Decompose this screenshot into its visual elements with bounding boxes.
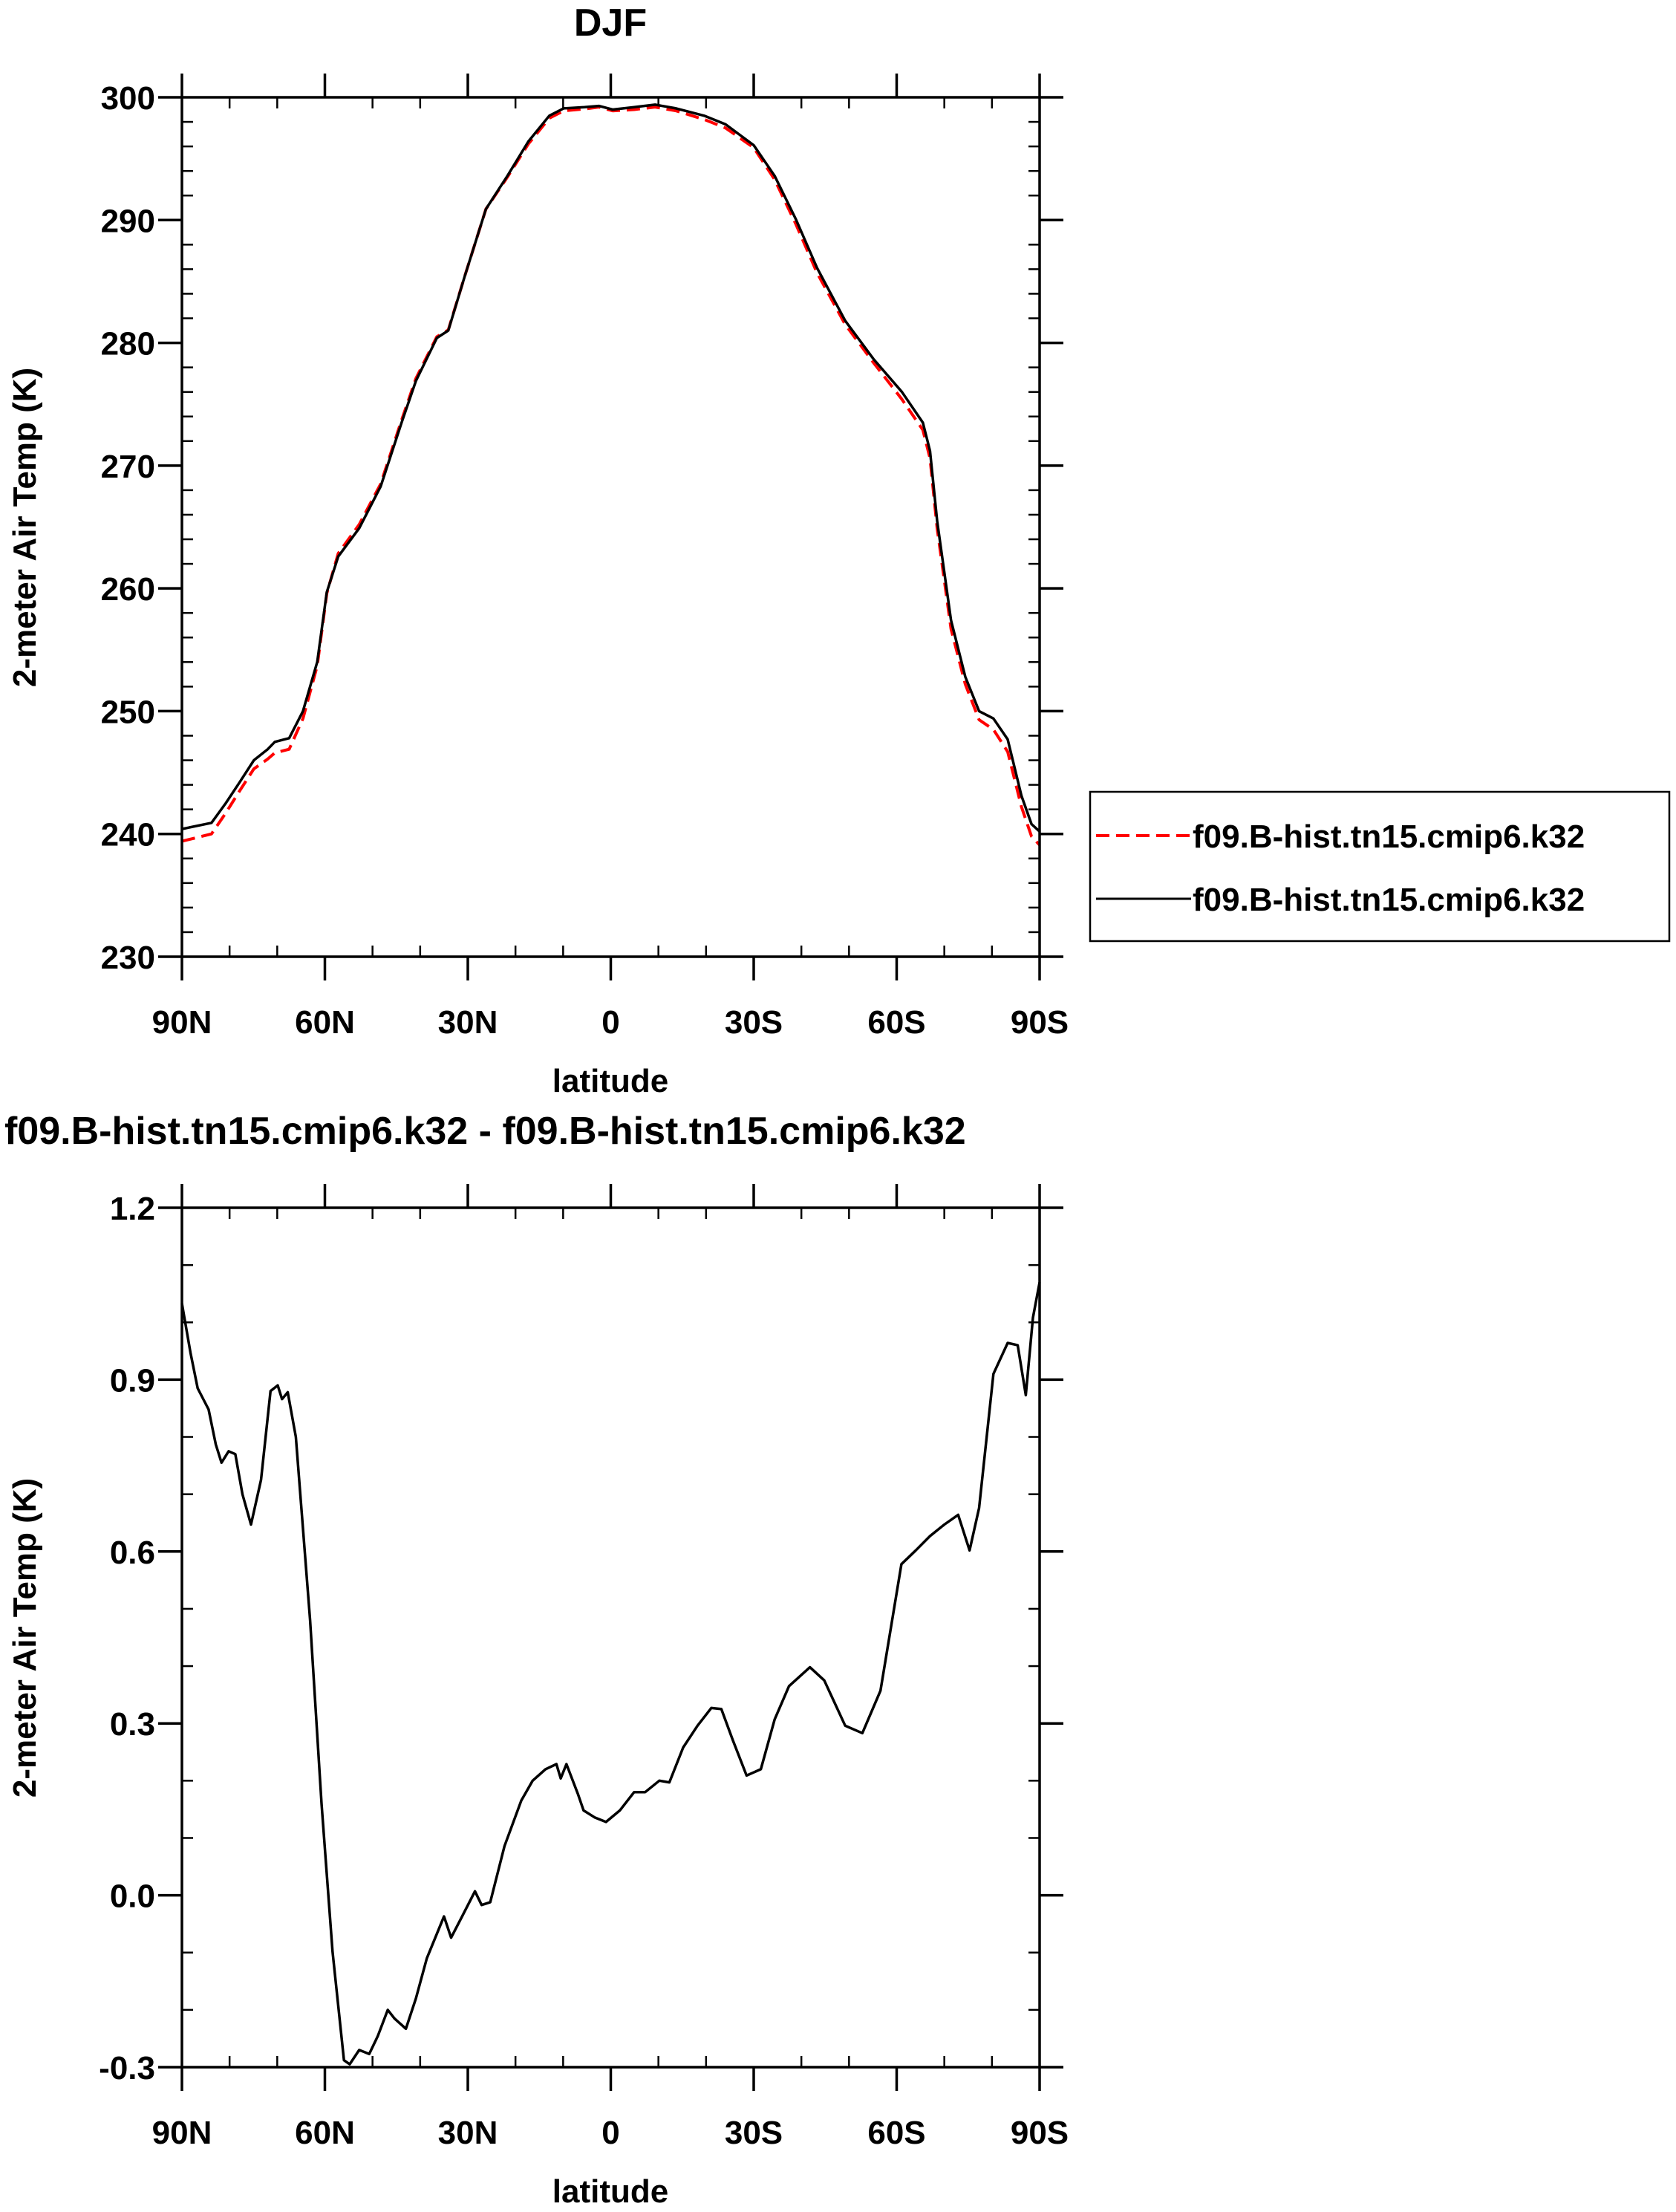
legend-label-series-2: f09.B-hist.tn15.cmip6.k32	[1193, 882, 1585, 918]
y-tick-label: 230	[101, 940, 155, 976]
top-plot-x-axis-title: latitude	[552, 1063, 668, 1099]
x-tick-label: 60N	[295, 2115, 355, 2151]
bottom-plot: f09.B-hist.tn15.cmip6.k32 - f09.B-hist.t…	[4, 1110, 1069, 2210]
y-tick-label: 0.6	[110, 1535, 155, 1571]
series-line-red-dashed	[181, 105, 1041, 846]
series-line-black-solid	[180, 1281, 1041, 2066]
x-tick-label: 30N	[438, 1004, 498, 1041]
y-tick-label: 0.9	[110, 1362, 155, 1399]
plot-frame	[180, 1206, 1041, 2069]
y-tick-label: 290	[101, 203, 155, 239]
y-tick-label: -0.3	[99, 2050, 155, 2086]
y-tick-label: 270	[101, 449, 155, 485]
x-tick-label: 30S	[725, 2115, 783, 2151]
x-tick-label: 30N	[438, 2115, 498, 2151]
y-tick-label: 250	[101, 694, 155, 730]
y-tick-label: 260	[101, 571, 155, 608]
y-tick-label: 1.2	[110, 1191, 155, 1227]
x-tick-label: 60N	[295, 1004, 355, 1041]
y-tick-label: 300	[101, 80, 155, 117]
x-tick-label: 60S	[867, 1004, 925, 1041]
bottom-plot-title: f09.B-hist.tn15.cmip6.k32 - f09.B-hist.t…	[4, 1110, 966, 1153]
y-tick-label: 240	[101, 817, 155, 853]
bottom-plot-y-axis-title: 2-meter Air Temp (K)	[7, 1478, 43, 1798]
top-plot-title: DJF	[574, 1, 647, 45]
plot-frame	[180, 96, 1041, 958]
top-plot: DJF 2-meter Air Temp (K) latitude f09.B-…	[7, 1, 1671, 1099]
y-tick-label: 0.3	[110, 1706, 155, 1743]
bottom-plot-x-axis-title: latitude	[552, 2173, 668, 2210]
x-tick-label: 30S	[725, 1004, 783, 1041]
legend-box	[1089, 790, 1671, 943]
x-tick-label: 0	[601, 2115, 619, 2151]
legend: f09.B-hist.tn15.cmip6.k32 f09.B-hist.tn1…	[1089, 790, 1671, 943]
x-tick-label: 90N	[152, 1004, 212, 1041]
x-tick-label: 90S	[1011, 2115, 1069, 2151]
x-tick-label: 0	[601, 1004, 619, 1041]
x-tick-label: 90N	[152, 2115, 212, 2151]
top-plot-y-axis-title: 2-meter Air Temp (K)	[7, 368, 43, 687]
y-tick-label: 280	[101, 326, 155, 362]
x-tick-label: 90S	[1011, 1004, 1069, 1041]
x-tick-label: 60S	[867, 2115, 925, 2151]
series-line-black-solid	[181, 103, 1041, 833]
legend-label-series-1: f09.B-hist.tn15.cmip6.k32	[1193, 819, 1585, 855]
y-tick-label: 0.0	[110, 1878, 155, 1915]
